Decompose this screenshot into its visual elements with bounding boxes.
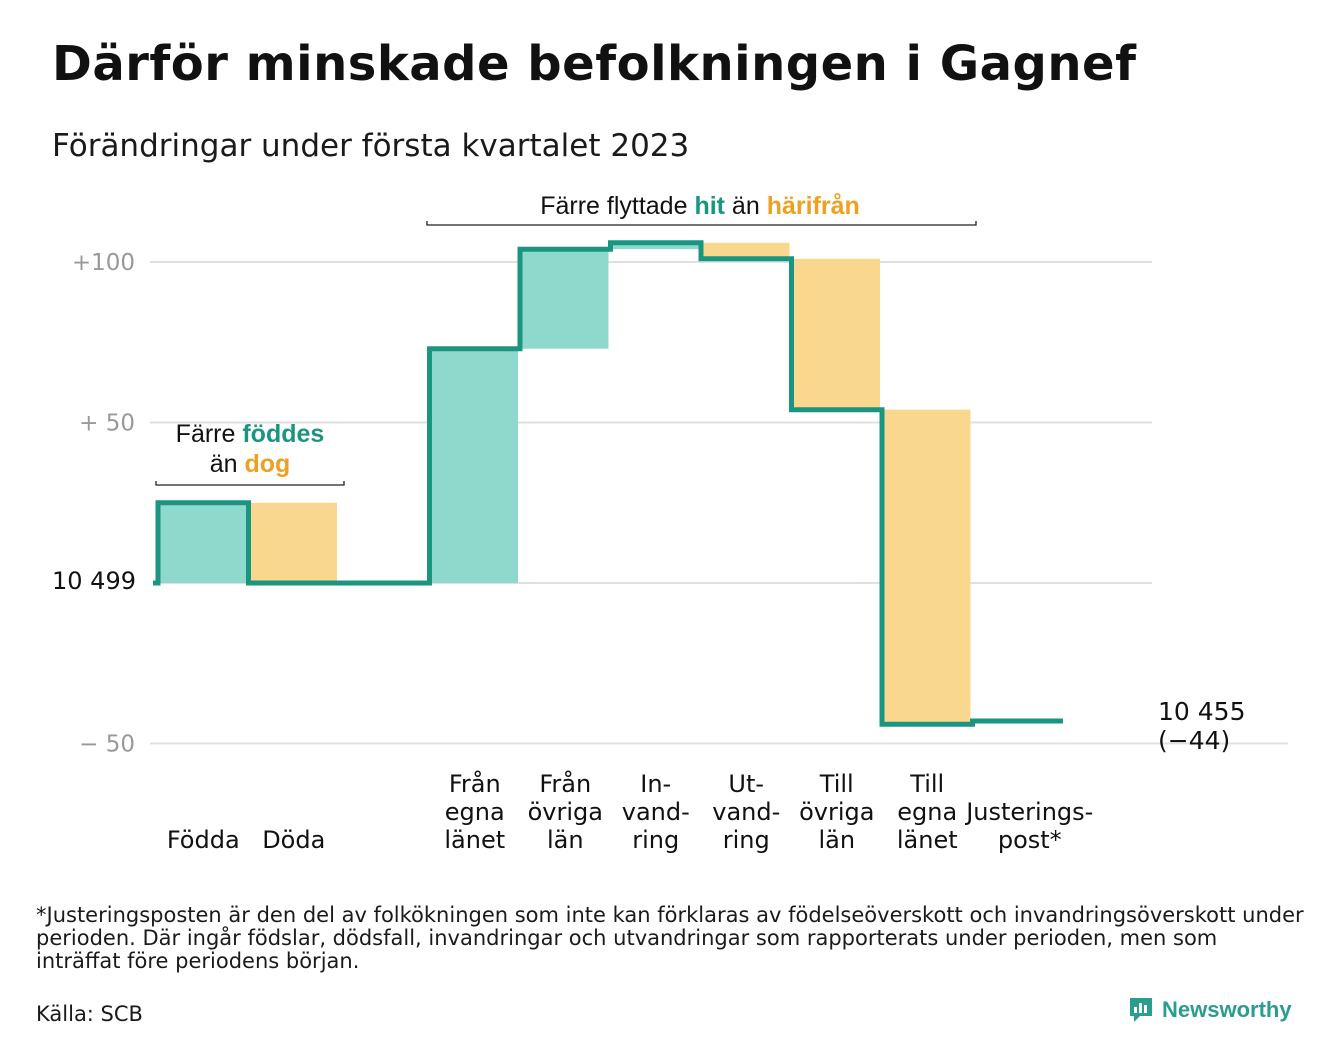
x-tick-label-fran-ovriga-lan: län	[547, 826, 584, 854]
end-change-label: (−44)	[1158, 726, 1230, 755]
bar-fran-ovriga-lan	[522, 249, 609, 349]
bar-fodda	[160, 502, 247, 583]
y-tick-label: +100	[72, 250, 135, 276]
footnote: *Justeringsposten är den del av folkökni…	[36, 903, 1304, 973]
brand-name: Newsworthy	[1162, 997, 1292, 1022]
x-tick-label-till-ovriga-lan: län	[818, 826, 855, 854]
bar-till-ovriga-lan	[793, 258, 880, 410]
x-tick-label-invandring: vand-	[622, 798, 690, 826]
step-line	[153, 240, 1063, 727]
bars	[160, 242, 971, 725]
annotation-part: Färre	[176, 420, 243, 448]
bar-till-egna-lanet	[884, 409, 971, 725]
x-tick-label-doda: Döda	[262, 826, 325, 854]
source-note: Källa: SCB	[36, 1002, 143, 1026]
x-tick-label-till-egna-lanet: länet	[897, 826, 958, 854]
cumulative-step-line	[153, 240, 1063, 727]
y-tick-label: − 50	[79, 732, 135, 758]
x-tick-label-till-ovriga-lan: Till	[819, 770, 854, 798]
annotation-part: hit	[694, 192, 725, 220]
bar-invandring	[612, 242, 699, 250]
x-tick-label-fran-egna-lanet: länet	[444, 826, 505, 854]
annotation-part: dog	[244, 450, 290, 478]
x-tick-label-utvandring: vand-	[712, 798, 780, 826]
start-value-label: 10 499	[52, 567, 136, 595]
annotation-bracket-births	[155, 481, 345, 486]
y-tick-label: + 50	[79, 411, 135, 437]
bar-doda	[250, 502, 337, 583]
annotation-births: Färre föddes	[176, 420, 325, 448]
annotation-births: än dog	[210, 450, 291, 478]
x-tick-label-justeringspost: post*	[998, 826, 1062, 854]
x-tick-label-fran-egna-lanet: egna	[445, 798, 505, 826]
x-tick-label-utvandring: Ut-	[728, 770, 764, 798]
x-tick-label-fodda: Födda	[167, 826, 240, 854]
annotation-part: Färre flyttade	[540, 192, 694, 220]
x-tick-label-till-ovriga-lan: övriga	[799, 798, 874, 826]
x-tick-label-justeringspost: Justerings-	[964, 798, 1093, 826]
annotation-part: än	[210, 450, 245, 478]
x-tick-label-fran-egna-lanet: Från	[449, 769, 501, 798]
annotation-part: föddes	[242, 420, 324, 448]
end-value-label: 10 455	[1158, 697, 1245, 726]
x-tick-label-fran-ovriga-lan: Från	[539, 769, 591, 798]
annotation-part: än	[725, 192, 767, 220]
bar-fran-egna-lanet	[431, 348, 518, 583]
annotation-migration: Färre flyttade hit än härifrån	[540, 192, 860, 220]
x-tick-label-utvandring: ring	[723, 826, 770, 854]
annotation-part: härifrån	[767, 192, 860, 220]
x-tick-label-invandring: ring	[632, 826, 679, 854]
bar-chart-icon	[1130, 998, 1152, 1022]
brand-logo: Newsworthy	[1128, 996, 1292, 1024]
bar-utvandring	[703, 242, 790, 259]
chart-title: Därför minskade befolkningen i Gagnef	[52, 36, 1137, 92]
chart-subtitle: Förändringar under första kvartalet 2023	[52, 128, 690, 164]
annotation-bracket-migration	[426, 221, 977, 226]
x-tick-label-fran-ovriga-lan: övriga	[528, 798, 603, 826]
x-tick-label-till-egna-lanet: egna	[897, 798, 957, 826]
x-tick-label-till-egna-lanet: Till	[909, 770, 944, 798]
x-tick-label-invandring: In-	[640, 770, 671, 798]
